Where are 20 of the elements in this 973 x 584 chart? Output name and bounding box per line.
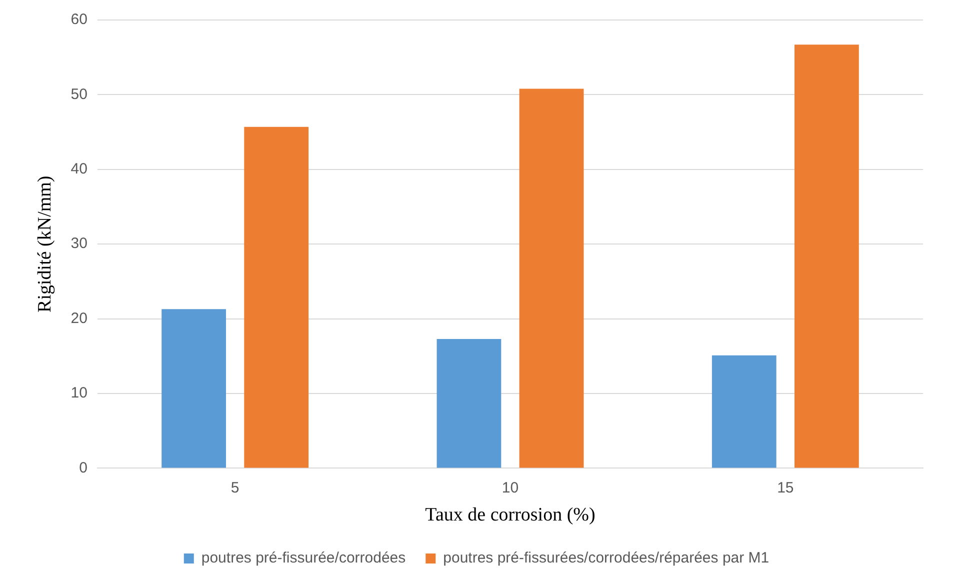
x-tick-label: 10 (502, 479, 519, 496)
legend-label: poutres pré-fissurée/corrodées (201, 550, 406, 567)
y-tick-label: 60 (70, 11, 88, 28)
y-tick-label: 20 (70, 310, 88, 327)
x-tick-label: 15 (777, 479, 794, 496)
x-tick-label: 5 (230, 479, 240, 496)
y-tick-label: 50 (70, 86, 88, 103)
bar (244, 126, 309, 468)
y-tick-label: 0 (79, 459, 88, 476)
bar (436, 338, 502, 468)
bar (794, 44, 859, 468)
x-axis-title: Taux de corrosion (%) (425, 504, 596, 526)
bar (162, 309, 226, 468)
y-axis-title: Rigidité (kN/mm) (34, 176, 56, 312)
y-tick-label: 30 (70, 235, 88, 252)
bar (519, 88, 584, 468)
bar (712, 355, 776, 468)
y-tick-label: 10 (70, 384, 88, 402)
legend-label: poutres pré-fissurées/corrodées/réparées par M1 (443, 550, 770, 567)
y-tick-label: 40 (70, 160, 88, 178)
